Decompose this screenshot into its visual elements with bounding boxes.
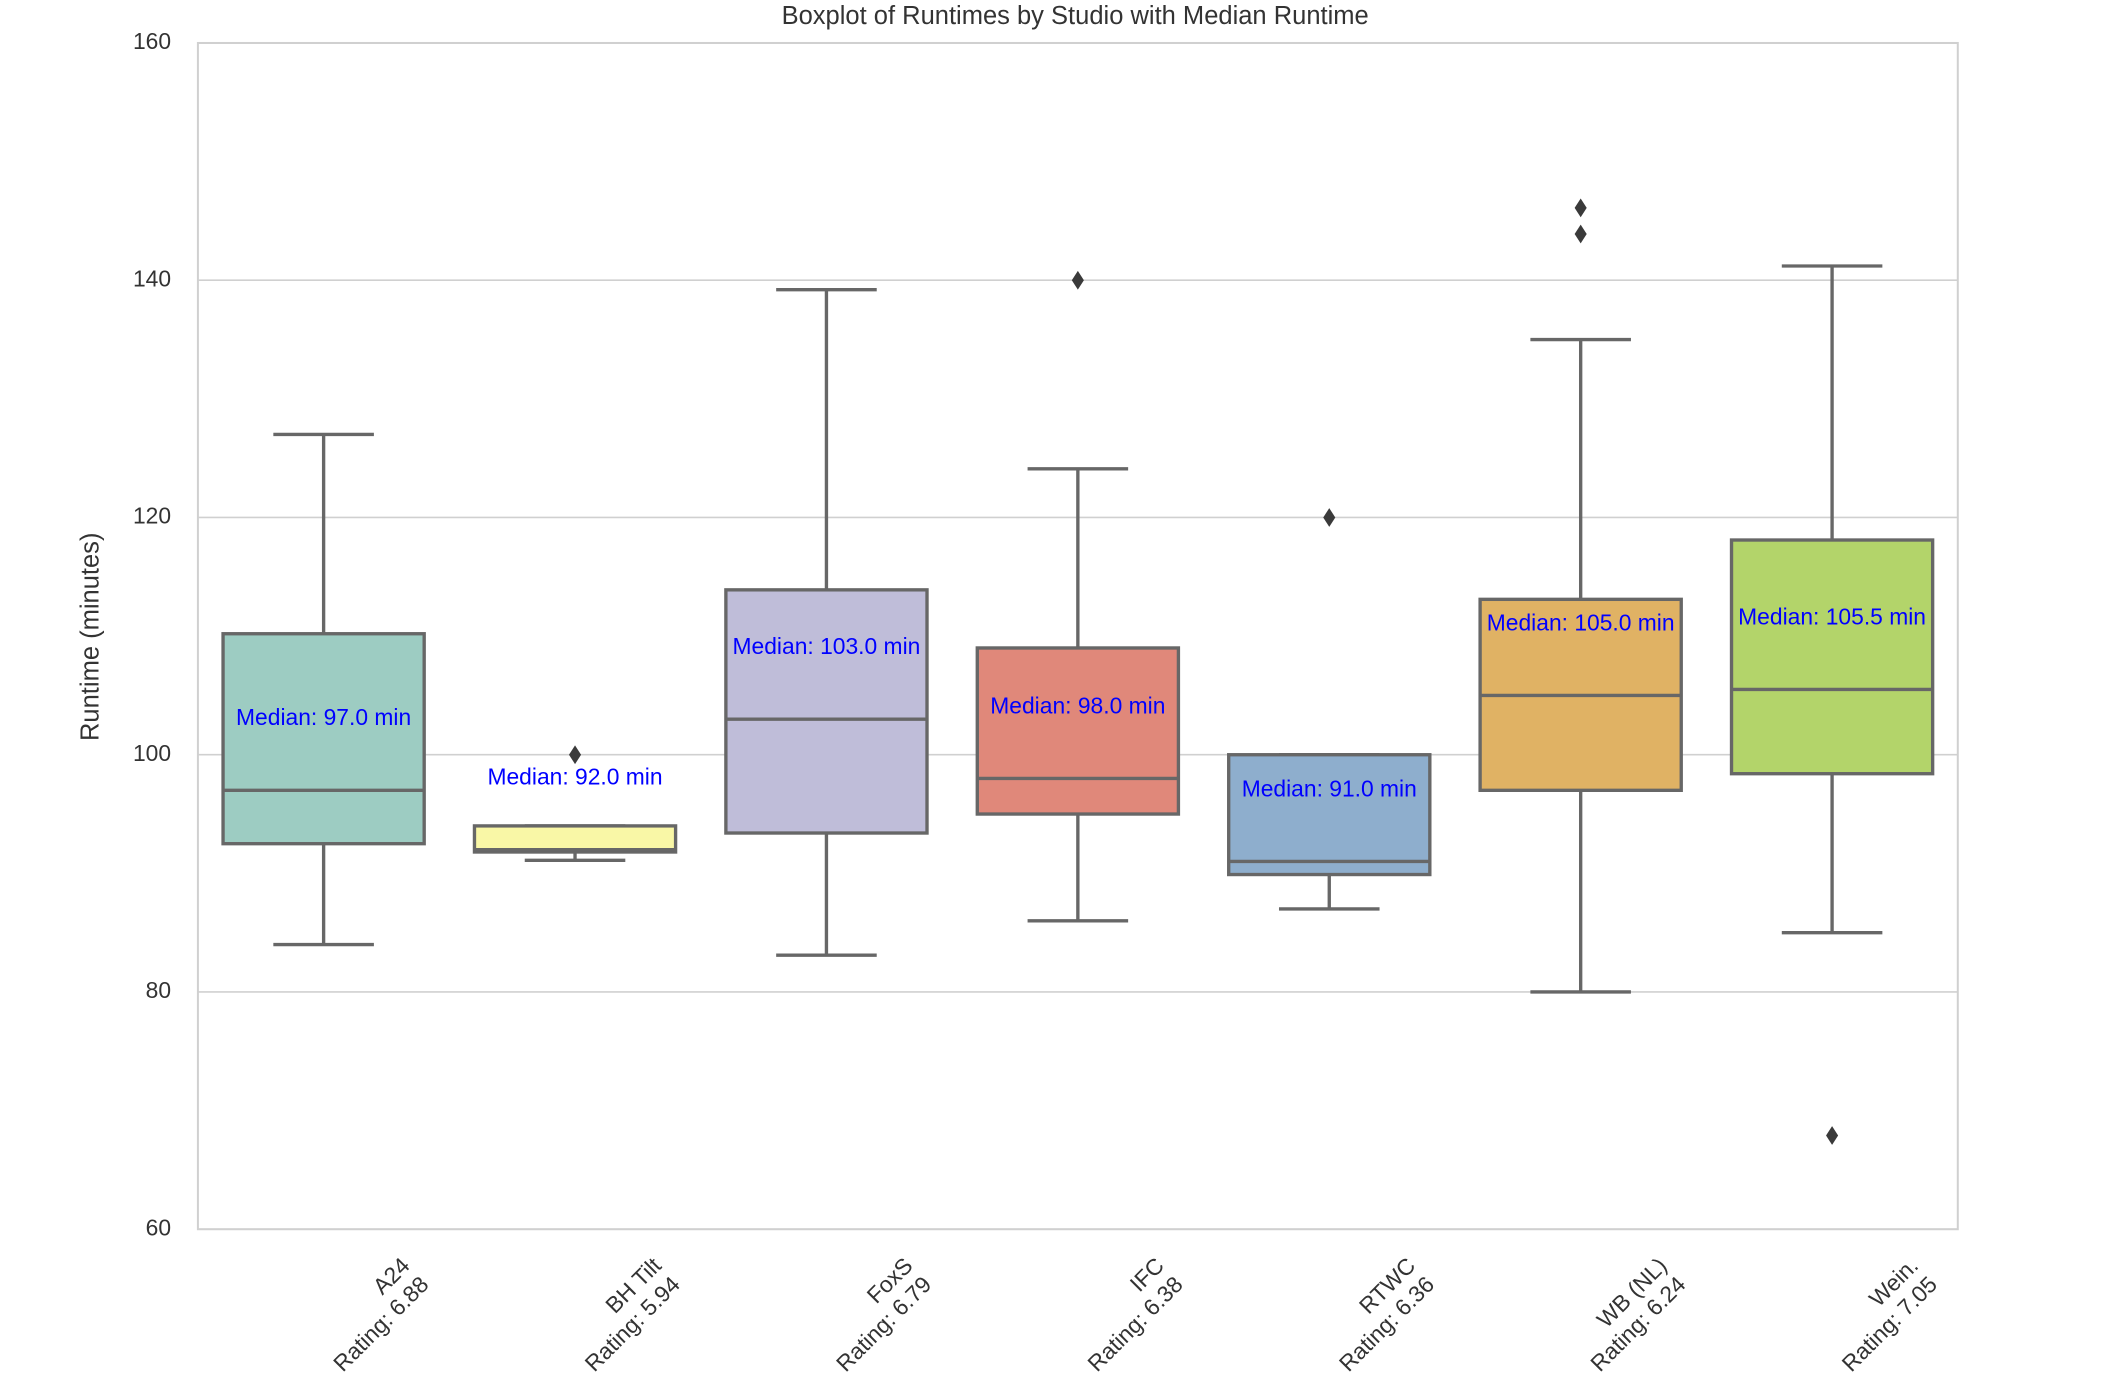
median-label: Median: 105.5 min [1738,603,1926,629]
plot-frame [196,41,1959,1231]
y-axis-label: Runtime (minutes) [77,533,105,741]
y-tick-label: 160 [133,28,171,54]
median-label: Median: 98.0 min [990,692,1165,718]
y-tick-label: 120 [133,503,171,529]
outlier [1574,224,1587,244]
outlier [1323,508,1336,527]
outlier [1071,270,1084,290]
outlier [1574,198,1587,218]
y-tick-label: 100 [133,740,171,766]
median-label: Median: 105.0 min [1487,609,1675,635]
box [472,824,678,854]
outlier [568,745,582,765]
box [724,588,929,835]
chart-title: Boxplot of Runtimes by Studio with Media… [782,2,1369,30]
median-label: Median: 92.0 min [487,763,662,789]
y-tick-label: 80 [146,977,171,1003]
box [975,646,1181,816]
box [1729,538,1935,776]
median-label: Median: 91.0 min [1242,775,1417,801]
median-label: Median: 103.0 min [733,633,921,659]
y-tick-label: 140 [133,265,171,291]
y-tick-label: 60 [146,1214,171,1240]
median-label: Median: 97.0 min [236,704,411,730]
box [1227,753,1432,877]
box [221,632,426,846]
outlier [1826,1126,1839,1145]
